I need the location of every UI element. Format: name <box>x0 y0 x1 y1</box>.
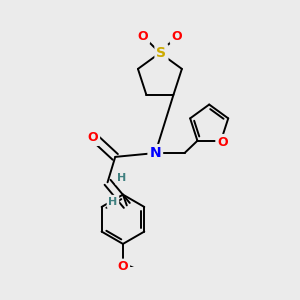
Text: O: O <box>88 131 98 144</box>
Text: O: O <box>217 136 228 149</box>
Text: H: H <box>117 173 126 184</box>
Text: S: S <box>157 46 166 60</box>
Text: O: O <box>118 260 128 274</box>
Text: H: H <box>108 196 118 206</box>
Text: N: N <box>149 146 161 160</box>
Text: O: O <box>138 29 148 43</box>
Text: O: O <box>172 29 182 43</box>
